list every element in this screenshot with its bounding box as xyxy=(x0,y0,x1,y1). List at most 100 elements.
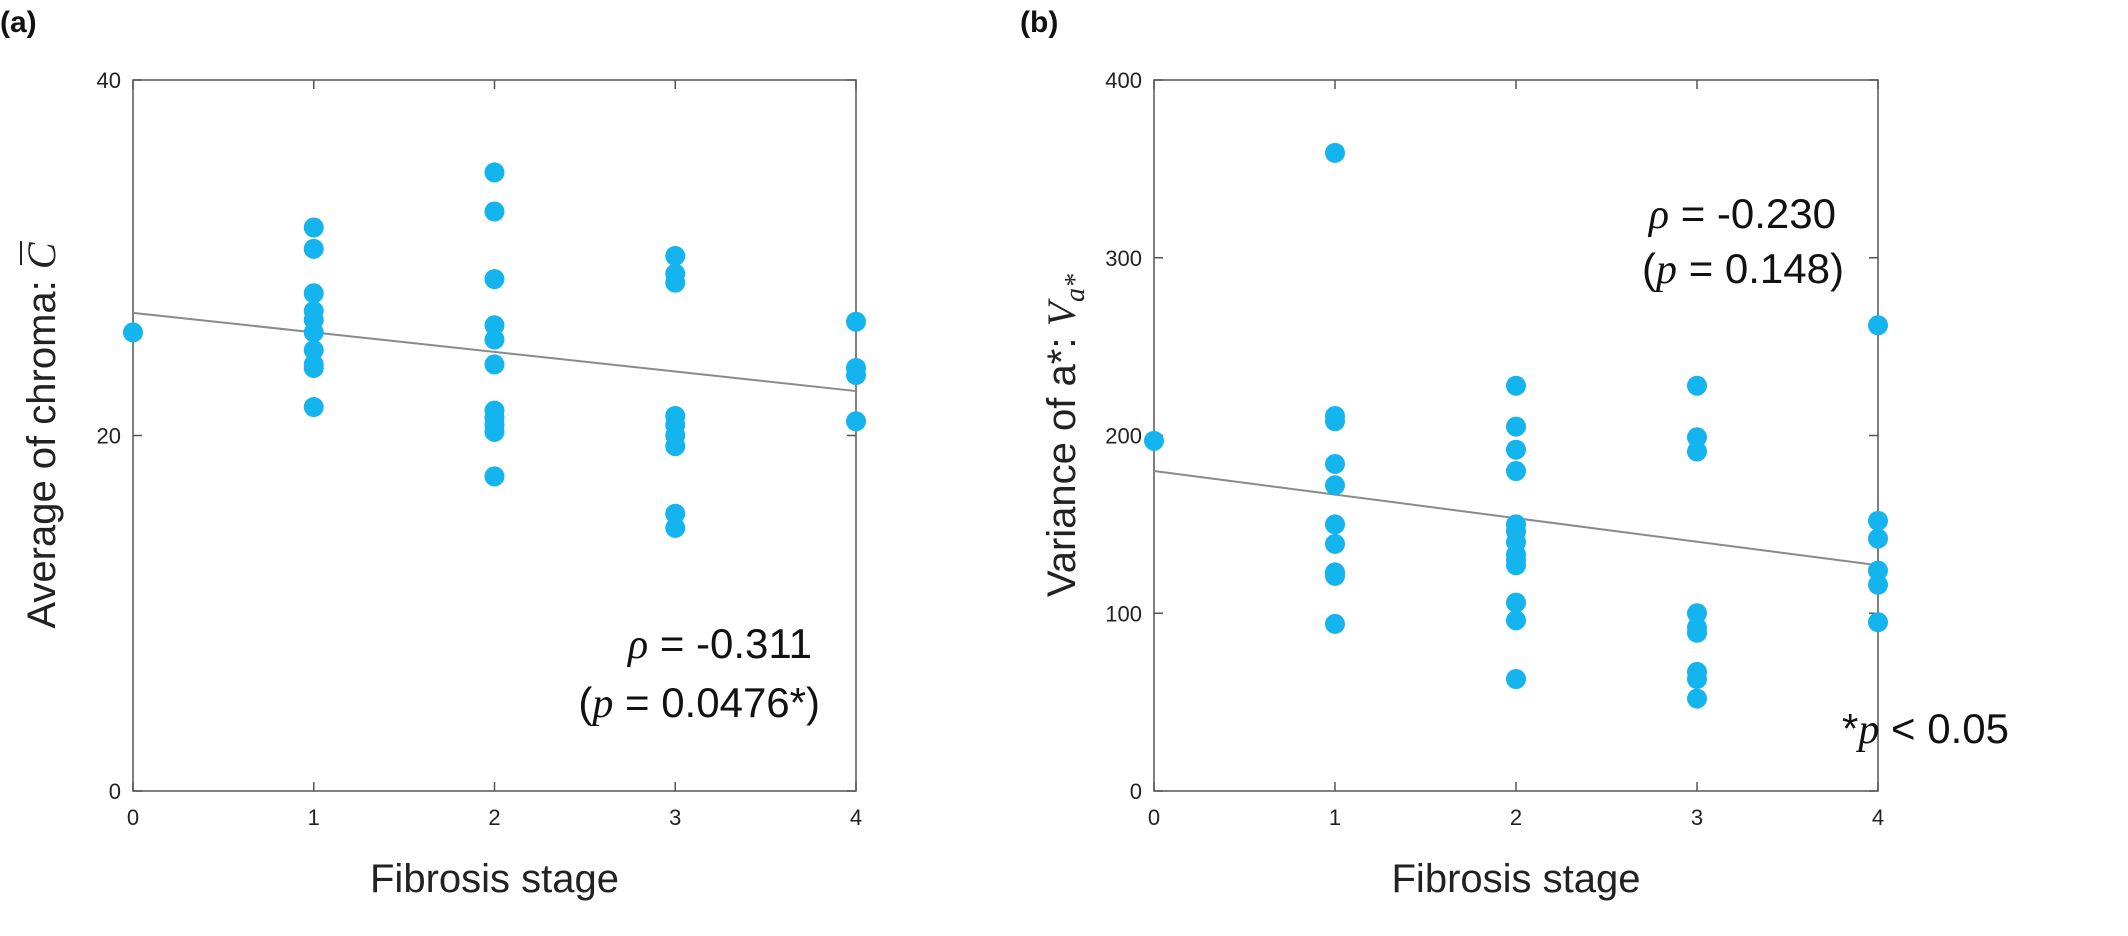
chart-panel-a: (a) 0 1 2 3 4 0 20 40 Fibrosis stage Average of c… xyxy=(0,6,866,901)
footnote-p-symbol: p xyxy=(1858,707,1880,753)
data-point xyxy=(303,340,324,361)
p-symbol: p xyxy=(589,681,613,727)
data-point xyxy=(1687,669,1707,690)
x-tick-label: 0 xyxy=(1148,805,1160,830)
data-point xyxy=(1687,688,1707,709)
trend-line xyxy=(132,311,857,393)
data-point xyxy=(1506,555,1526,576)
rho-annotation: ρ = -0.311 xyxy=(626,620,812,668)
data-point xyxy=(1325,565,1345,586)
y-axis-title: Average of chroma: C xyxy=(19,241,64,628)
y-tick-label: 400 xyxy=(1105,68,1142,93)
data-point xyxy=(1868,528,1888,549)
y-tick-label: 0 xyxy=(1130,779,1142,804)
data-point xyxy=(1325,142,1345,163)
data-point xyxy=(303,397,324,418)
y-axis-title-text: Average of chroma: xyxy=(20,269,64,628)
rho-symbol: ρ xyxy=(1647,192,1669,238)
data-point xyxy=(303,238,324,259)
panel-label-a: (a) xyxy=(0,6,37,39)
data-point xyxy=(1506,592,1526,613)
x-tick-label: 4 xyxy=(850,805,862,830)
x-tick-label: 2 xyxy=(1510,805,1522,830)
x-tick-label: 0 xyxy=(127,805,139,830)
data-point xyxy=(1868,315,1888,336)
rho-value: = -0.311 xyxy=(648,620,812,667)
data-point xyxy=(665,245,686,266)
data-point xyxy=(1325,514,1345,535)
data-point xyxy=(484,466,505,487)
p-annotation: (p = 0.0476*) xyxy=(578,679,820,727)
data-point xyxy=(1144,430,1164,451)
y-axis-title-text: Variance of a*: xyxy=(1040,326,1084,597)
data-point xyxy=(665,503,686,524)
y-tick-label: 300 xyxy=(1105,246,1142,271)
y-axis-title-subscript: a* xyxy=(1060,274,1091,302)
data-point xyxy=(1687,427,1707,448)
x-tick-label: 1 xyxy=(1329,805,1341,830)
data-point xyxy=(1868,560,1888,581)
data-point xyxy=(1325,453,1345,474)
chart-panel-b: (b) 0 1 2 3 4 0 100 200 300 400 Fibrosis stage Vari… xyxy=(1020,0,2128,936)
data-point xyxy=(846,365,866,386)
data-point xyxy=(1868,510,1888,531)
y-tick-label: 200 xyxy=(1105,424,1142,449)
y-tick-label: 40 xyxy=(97,68,121,93)
p-value: = 0.148) xyxy=(1677,245,1844,292)
data-point xyxy=(1325,613,1345,634)
data-point xyxy=(1687,603,1707,624)
p-open-paren: ( xyxy=(1642,245,1656,292)
y-axis-title-symbol: V xyxy=(1039,297,1084,326)
y-tick-label: 0 xyxy=(109,779,121,804)
x-tick-label: 3 xyxy=(669,805,681,830)
data-point xyxy=(484,329,505,350)
data-point xyxy=(1325,533,1345,554)
data-point xyxy=(1687,375,1707,396)
data-point xyxy=(665,272,686,293)
y-tick-label: 20 xyxy=(97,424,121,449)
data-point xyxy=(303,357,324,378)
p-value: = 0.0476*) xyxy=(613,679,820,726)
y-axis-title-symbol: C xyxy=(19,241,64,269)
data-point xyxy=(484,354,505,375)
x-tick-label: 3 xyxy=(1691,805,1703,830)
data-point xyxy=(484,162,505,183)
data-point xyxy=(1687,441,1707,462)
data-point xyxy=(484,269,505,290)
data-point xyxy=(1325,411,1345,432)
rho-annotation: ρ = -0.230 xyxy=(1647,190,1836,238)
data-point xyxy=(846,311,866,332)
scatter-chart-b: 0 1 2 3 4 0 100 200 300 400 Fibrosis stage Variance… xyxy=(1039,68,1888,901)
data-point xyxy=(303,283,324,304)
data-point xyxy=(1506,610,1526,631)
y-axis-title: Variance of a*: Va* xyxy=(1039,274,1091,597)
footnote-star: * xyxy=(1842,705,1859,752)
data-point xyxy=(1506,416,1526,437)
data-point xyxy=(665,517,686,538)
x-tick-label: 1 xyxy=(308,805,320,830)
x-tick-label: 2 xyxy=(488,805,500,830)
significance-footnote: *p < 0.05 xyxy=(1842,705,2009,754)
p-symbol: p xyxy=(1653,247,1677,293)
data-point xyxy=(303,217,324,238)
data-point xyxy=(846,411,866,432)
rho-symbol: ρ xyxy=(626,622,648,668)
data-point xyxy=(1506,461,1526,482)
rho-value: = -0.230 xyxy=(1669,190,1836,237)
data-point xyxy=(303,322,324,343)
panel-label-b: (b) xyxy=(1020,6,1059,39)
data-point xyxy=(1506,375,1526,396)
data-point xyxy=(1506,669,1526,690)
data-point xyxy=(484,315,505,336)
x-axis-title: Fibrosis stage xyxy=(370,857,619,901)
data-point xyxy=(1325,475,1345,496)
x-axis-title: Fibrosis stage xyxy=(1392,857,1641,901)
data-point xyxy=(484,201,505,222)
data-point xyxy=(1506,439,1526,460)
data-point xyxy=(1868,574,1888,595)
x-tick-label: 4 xyxy=(1872,805,1884,830)
y-tick-label: 100 xyxy=(1105,601,1142,626)
data-point xyxy=(1868,612,1888,633)
data-point xyxy=(123,322,143,343)
